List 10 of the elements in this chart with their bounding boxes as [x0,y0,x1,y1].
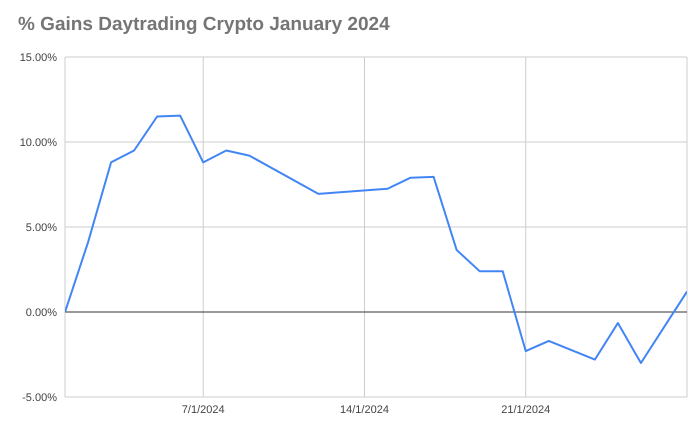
line-series [65,114,687,364]
y-tick-label: 10.00% [20,136,58,149]
y-tick-label: -5.00% [22,392,58,404]
x-tick-label: 14/1/2024 [340,404,389,416]
x-tick-label: 21/1/2024 [501,404,550,416]
x-tick-label: 7/1/2024 [182,404,225,416]
y-tick-label: 5.00% [26,222,58,234]
y-tick-label: 15.00% [20,52,58,64]
chart-title: % Gains Daytrading Crypto January 2024 [18,14,390,36]
y-tick-label: 0.00% [26,306,58,319]
